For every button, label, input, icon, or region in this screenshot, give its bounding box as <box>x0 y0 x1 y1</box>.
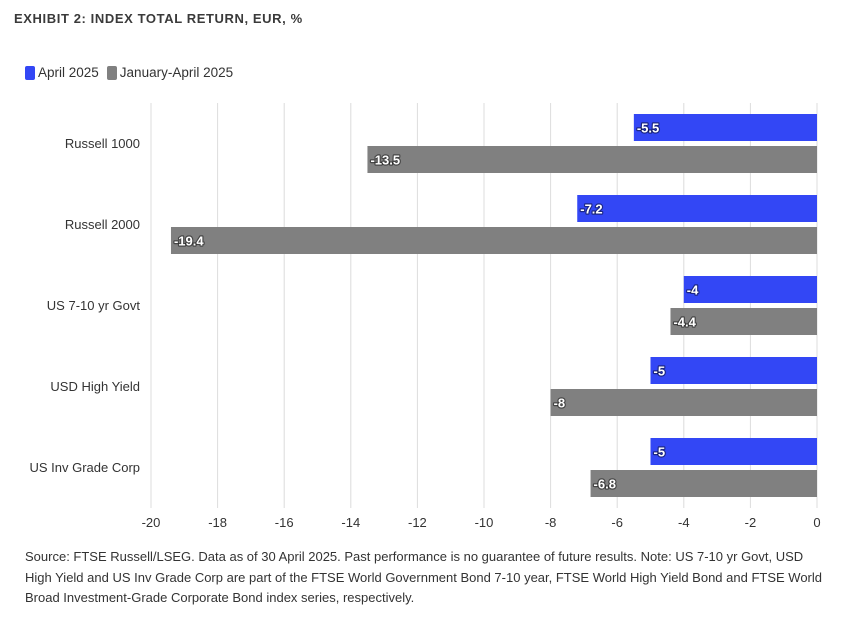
legend-swatch <box>25 65 35 80</box>
data-label: -8 <box>554 396 566 411</box>
bar <box>577 195 817 222</box>
category-label: Russell 1000 <box>65 136 140 151</box>
x-tick-label: -14 <box>341 515 360 530</box>
category-label: US Inv Grade Corp <box>29 460 140 475</box>
legend-label: April 2025 <box>38 65 99 80</box>
data-label: -5.5 <box>637 121 659 136</box>
category-label: Russell 2000 <box>65 217 140 232</box>
bar <box>170 227 818 254</box>
bar <box>670 308 817 335</box>
data-label: -6.8 <box>594 477 616 492</box>
legend-swatch <box>106 65 117 80</box>
bar <box>683 276 817 303</box>
data-label: -19.4 <box>174 234 204 249</box>
legend: April 2025 January-April 2025 <box>25 65 241 80</box>
x-tick-label: -10 <box>475 515 494 530</box>
data-label: -4.4 <box>673 315 696 330</box>
bar <box>550 389 817 416</box>
category-label: USD High Yield <box>50 379 140 394</box>
chart-title: EXHIBIT 2: INDEX TOTAL RETURN, EUR, % <box>14 11 303 26</box>
bar <box>633 114 817 141</box>
data-label: -7.2 <box>580 202 602 217</box>
x-tick-label: -16 <box>275 515 294 530</box>
x-tick-label: -12 <box>408 515 427 530</box>
legend-item-april-2025: April 2025 <box>25 65 99 80</box>
data-label: -4 <box>687 283 699 298</box>
bar <box>367 146 817 173</box>
data-label: -5 <box>654 364 666 379</box>
data-label: -13.5 <box>370 153 400 168</box>
x-tick-label: -8 <box>545 515 557 530</box>
bar <box>590 470 817 497</box>
x-tick-label: -6 <box>611 515 623 530</box>
bar <box>650 357 817 384</box>
x-tick-label: -20 <box>142 515 161 530</box>
legend-label: January-April 2025 <box>119 65 234 80</box>
x-tick-label: -2 <box>745 515 757 530</box>
category-label: US 7-10 yr Govt <box>47 298 141 313</box>
legend-item-jan-apr-2025: January-April 2025 <box>106 65 234 80</box>
data-label: -5 <box>654 445 666 460</box>
x-tick-label: -18 <box>208 515 227 530</box>
bar <box>650 438 817 465</box>
source-note: Source: FTSE Russell/LSEG. Data as of 30… <box>25 549 822 605</box>
x-tick-label: 0 <box>813 515 820 530</box>
x-tick-label: -4 <box>678 515 690 530</box>
